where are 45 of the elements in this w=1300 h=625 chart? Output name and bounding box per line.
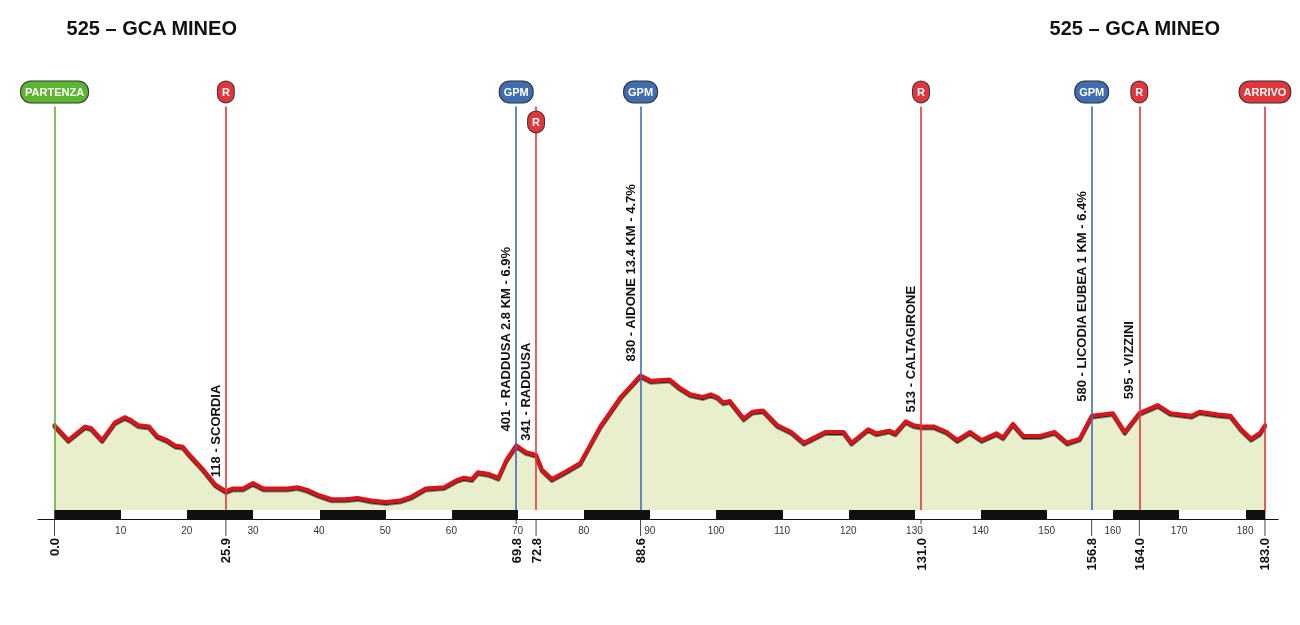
annotation: 118 - SCORDIA — [207, 384, 223, 478]
x-tick-label: 70 — [511, 524, 524, 536]
x-tick-label: 160 — [1104, 524, 1122, 536]
annotation: 0.0 — [47, 538, 63, 557]
x-tick-label: 140 — [972, 524, 990, 536]
ref-line-label: ARRIVO — [1243, 85, 1287, 98]
ref-line-label: GPM — [1079, 85, 1105, 98]
x-tick-label: 60 — [445, 524, 458, 536]
ref-line-label: PARTENZA — [25, 85, 85, 98]
annotation: 69.8 — [508, 538, 524, 564]
annotation: 156.8 — [1084, 538, 1100, 571]
x-tick-label: 180 — [1236, 524, 1254, 536]
annotation: 72.8 — [528, 538, 544, 564]
annotation: 183.0 — [1257, 538, 1273, 571]
ref-line-label: GPM — [503, 85, 529, 98]
annotation: 164.0 — [1131, 538, 1147, 571]
annotation: 580 - LICODIA EUBEA 1 KM - 6.4% — [1073, 190, 1089, 402]
annotation: 830 - AIDONE 13.4 KM - 4.7% — [622, 183, 638, 362]
x-tick-label: 40 — [313, 524, 326, 536]
x-tick-label: 150 — [1038, 524, 1056, 536]
x-tick-label: 90 — [644, 524, 656, 536]
annotation: 25.9 — [218, 538, 234, 564]
x-tick-label: 170 — [1170, 524, 1188, 536]
ref-line-label: R — [221, 85, 230, 98]
x-tick-label: 50 — [379, 524, 392, 536]
ref-line-label: R — [532, 115, 541, 128]
x-tick-label: 110 — [774, 524, 791, 536]
x-tick-label: 10 — [115, 524, 127, 536]
ref-line-label: GPM — [628, 85, 654, 98]
annotation: 401 - RADDUSA 2.8 KM - 6.9% — [498, 246, 514, 432]
x-tick-label: 20 — [181, 524, 193, 536]
ref-line-label: R — [917, 85, 926, 98]
x-tick-label: 80 — [578, 524, 590, 536]
x-tick-label: 130 — [906, 524, 924, 536]
annotation: 131.0 — [913, 538, 929, 571]
text: 525 – GCA MINEO — [66, 17, 237, 39]
x-tick-label: 120 — [839, 524, 858, 536]
x-tick-label: 30 — [247, 524, 259, 536]
ref-line-label: R — [1135, 85, 1144, 98]
annotation: 341 - RADDUSA — [518, 341, 534, 441]
text: 525 – GCA MINEO — [1049, 17, 1220, 39]
annotation: 88.6 — [633, 538, 649, 564]
annotation: 513 - CALTAGIRONE — [903, 285, 919, 413]
x-tick-label: 100 — [707, 524, 725, 536]
annotation: 595 - VIZZINI — [1121, 321, 1137, 400]
